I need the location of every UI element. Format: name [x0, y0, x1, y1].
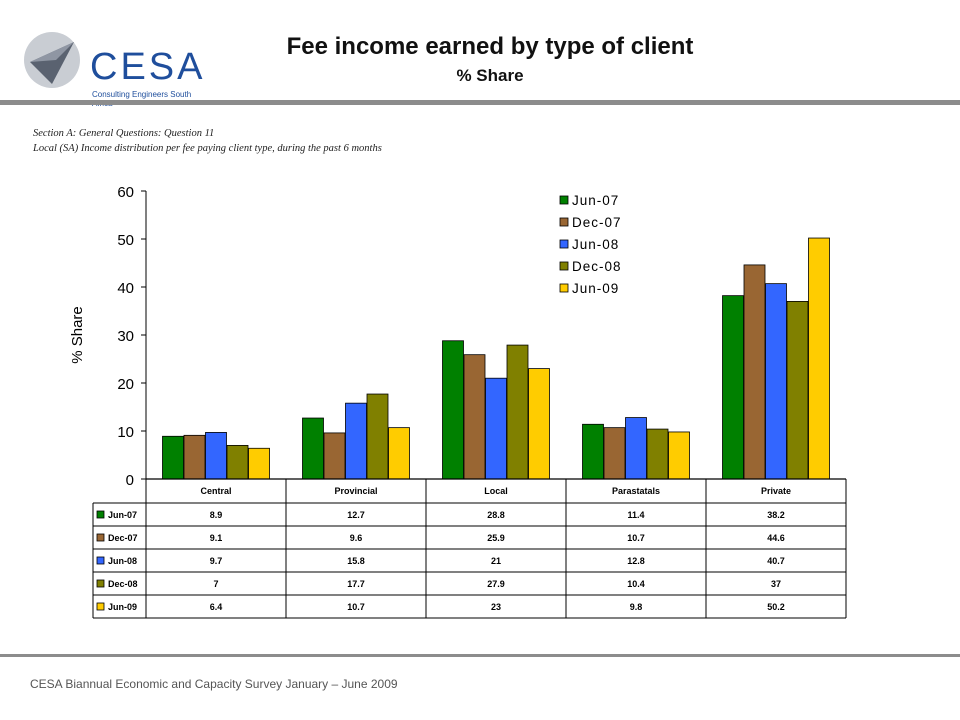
table-value: 44.6 [767, 533, 785, 543]
bar [485, 377, 507, 480]
bar [743, 264, 766, 480]
table-value: 10.4 [627, 579, 645, 589]
table-legend-swatch [96, 556, 105, 565]
logo-mark-icon [24, 32, 80, 88]
bar [302, 417, 324, 480]
table-series-label: Dec-07 [108, 533, 138, 543]
bar [625, 417, 647, 480]
bar [722, 295, 744, 480]
legend-label: Jun-08 [572, 237, 619, 252]
legend-label: Jun-07 [572, 193, 619, 208]
note-line-1: Section A: General Questions: Question 1… [33, 128, 215, 139]
table-value: 9.8 [630, 602, 643, 612]
bar [463, 354, 486, 480]
y-tick-label: 0 [126, 472, 134, 489]
bar [323, 432, 346, 480]
table-legend-swatch [96, 602, 105, 611]
bar [765, 283, 787, 480]
table-value: 40.7 [767, 556, 785, 566]
bar [248, 447, 270, 480]
legend-swatch [559, 195, 569, 205]
bar [442, 340, 464, 480]
bar [786, 300, 809, 480]
table-value: 11.4 [627, 510, 644, 520]
table-value: 50.2 [767, 602, 785, 612]
footer-text: CESA Biannual Economic and Capacity Surv… [30, 677, 398, 691]
bar [183, 434, 206, 480]
legend-label: Dec-07 [572, 215, 622, 230]
y-tick-label: 30 [117, 328, 134, 345]
table-value: 9.6 [350, 533, 363, 543]
bar [603, 427, 626, 480]
y-tick-label: 20 [117, 376, 134, 393]
table-value: 12.8 [627, 556, 645, 566]
bar [808, 237, 830, 480]
table-series-label: Jun-08 [108, 556, 137, 566]
legend-swatch [559, 261, 569, 271]
legend-swatch [559, 283, 569, 293]
table-value: 38.2 [767, 510, 785, 520]
header-divider [0, 100, 960, 105]
table-value: 10.7 [627, 533, 645, 543]
bar [205, 432, 227, 480]
legend-label: Dec-08 [572, 259, 622, 274]
table-value: 9.7 [210, 556, 223, 566]
legend-label: Jun-09 [572, 281, 619, 296]
table-series-label: Jun-07 [108, 510, 137, 520]
bar [528, 368, 550, 480]
table-value: 12.7 [347, 510, 365, 520]
category-label: Provincial [334, 486, 377, 496]
table-value: 15.8 [347, 556, 365, 566]
cesa-logo: CESA Consulting Engineers South Africa [22, 22, 202, 108]
bar [345, 402, 367, 480]
logo-text: CESA [90, 46, 206, 88]
note-line-2: Local (SA) Income distribution per fee p… [33, 143, 382, 154]
footer-divider [0, 654, 960, 657]
legend-swatch [559, 239, 569, 249]
bar [646, 428, 669, 480]
table-series-label: Dec-08 [108, 579, 138, 589]
category-label: Local [484, 486, 508, 496]
table-value: 23 [491, 602, 501, 612]
table-value: 6.4 [210, 602, 223, 612]
category-label: Central [200, 486, 231, 496]
table-legend-swatch [96, 579, 105, 588]
table-value: 25.9 [487, 533, 505, 543]
y-axis-label: % Share [69, 306, 86, 364]
table-legend-swatch [96, 510, 105, 519]
bar [226, 444, 249, 480]
bar [366, 393, 389, 480]
table-value: 27.9 [487, 579, 505, 589]
table-value: 37 [771, 579, 781, 589]
table-value: 10.7 [347, 602, 365, 612]
legend-swatch [559, 217, 569, 227]
category-label: Private [761, 486, 791, 496]
table-value: 17.7 [347, 579, 365, 589]
y-tick-label: 50 [117, 232, 134, 249]
table-value: 8.9 [210, 510, 223, 520]
table-value: 21 [491, 556, 501, 566]
bar [388, 427, 410, 480]
bar [582, 423, 604, 480]
table-legend-swatch [96, 533, 105, 542]
bar [668, 431, 690, 480]
y-tick-label: 60 [117, 184, 134, 201]
page-subtitle: % Share [456, 66, 524, 85]
category-label: Parastatals [612, 486, 660, 496]
table-value: 9.1 [210, 533, 223, 543]
y-tick-label: 40 [117, 280, 134, 297]
y-tick-label: 10 [117, 424, 134, 441]
table-value: 7 [213, 579, 218, 589]
table-series-label: Jun-09 [108, 602, 137, 612]
bar [506, 344, 529, 480]
bar-chart: 0 10 20 30 40 50 60 % Share Jun-07 Dec-07 Jun-08 De… [69, 184, 847, 619]
bar [162, 435, 184, 480]
table-value: 28.8 [487, 510, 505, 520]
page-title: Fee income earned by type of client [286, 33, 694, 60]
